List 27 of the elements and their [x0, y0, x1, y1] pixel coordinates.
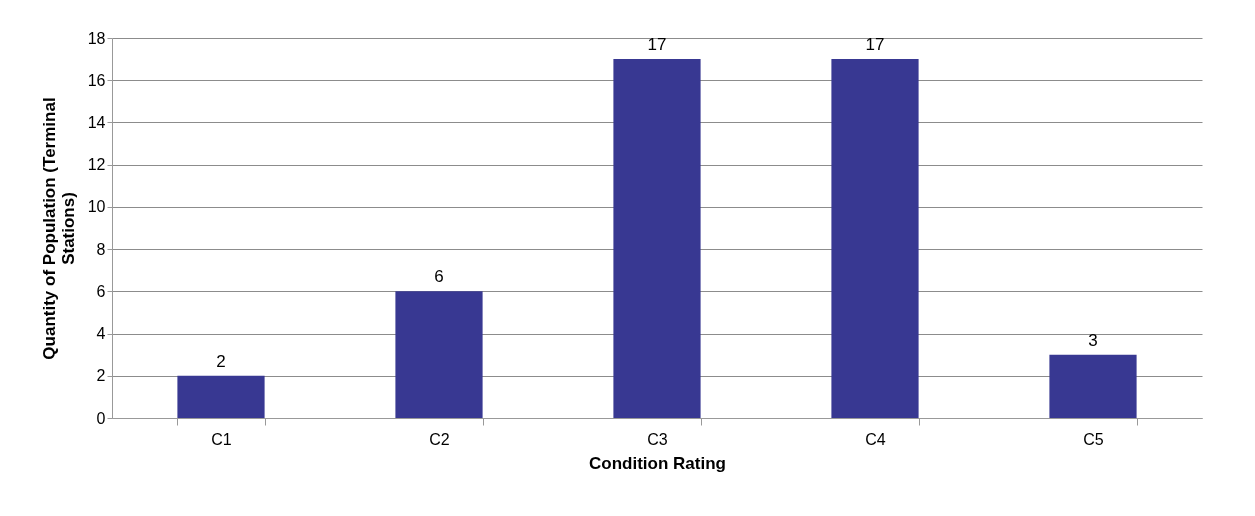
data-label: 17 — [865, 35, 885, 55]
x-tick-label: C3 — [647, 430, 668, 448]
bar — [831, 59, 919, 418]
y-tick-label: 10 — [87, 198, 106, 216]
data-label: 6 — [434, 267, 444, 287]
bar — [1049, 354, 1137, 418]
bar — [177, 375, 265, 418]
x-axis-title: Condition Rating — [589, 453, 726, 473]
y-axis-title: Quantity of Population (Terminal Stations) — [39, 97, 78, 360]
y-tick-label: 0 — [96, 409, 106, 427]
x-tick-label: C2 — [429, 430, 450, 448]
bar — [395, 291, 483, 418]
y-tick-label: 8 — [96, 240, 106, 258]
y-tick-label: 4 — [96, 325, 106, 343]
y-tick-label: 16 — [87, 71, 106, 89]
data-label: 17 — [647, 35, 667, 55]
y-tick-label: 18 — [87, 29, 106, 47]
x-tick-label: C5 — [1083, 430, 1104, 448]
y-tick-label: 2 — [96, 367, 106, 385]
x-tick-label: C1 — [211, 430, 232, 448]
data-label: 2 — [216, 351, 226, 371]
x-tick-label: C4 — [865, 430, 886, 448]
y-tick-label: 6 — [96, 282, 106, 300]
y-tick-label: 12 — [87, 156, 106, 174]
bar — [613, 59, 701, 418]
data-label: 3 — [1088, 330, 1098, 350]
y-tick-label: 14 — [87, 113, 106, 131]
